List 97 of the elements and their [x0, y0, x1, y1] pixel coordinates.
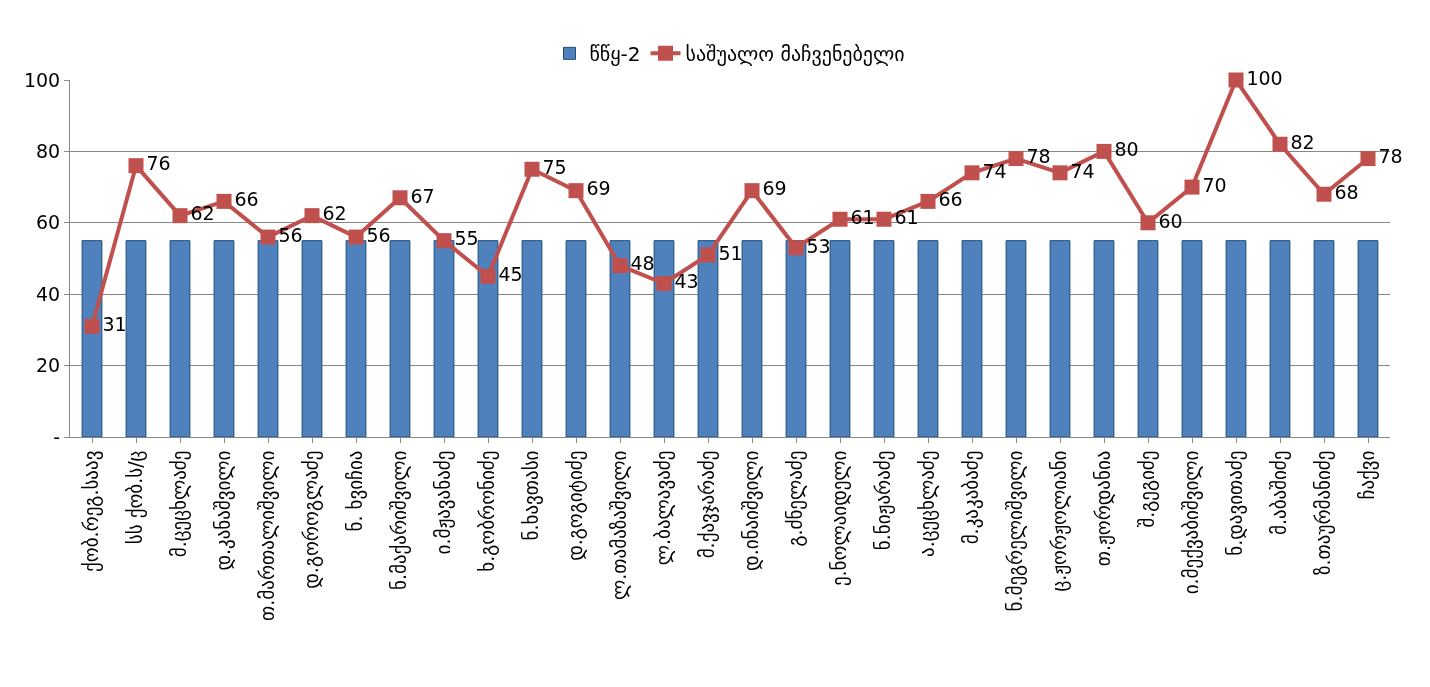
data-label: 78 — [1026, 145, 1051, 168]
point — [128, 158, 144, 174]
point — [744, 183, 760, 199]
y-tick-label: - — [53, 425, 61, 448]
point — [1316, 186, 1332, 202]
y-tick-label: 80 — [36, 140, 61, 163]
point — [260, 229, 276, 245]
point — [1360, 151, 1376, 167]
point — [1052, 165, 1068, 181]
x-tick-label: ნ.ნიჟარაძე — [872, 450, 896, 551]
x-tick-label: დ.ინაიშვილი — [740, 450, 764, 571]
x-tick-label: ლ.ბალავაძე — [652, 450, 676, 566]
point — [788, 240, 804, 256]
x-tick-label: სს ქობ.ს/ც — [124, 450, 148, 545]
x-tick-label: ნ.ხავთასი — [520, 450, 544, 541]
point — [1096, 143, 1112, 159]
x-tick-label: დ.გოგიტიძე — [564, 450, 588, 561]
x-tick-label: ზ.თაურმანიძე — [1312, 450, 1336, 575]
point — [216, 193, 232, 209]
point — [392, 190, 408, 206]
point — [1140, 215, 1156, 231]
x-tick-label: მ.ცეცხლაძე — [168, 450, 192, 558]
data-label: 43 — [674, 270, 699, 293]
y-tick-label: 60 — [36, 211, 61, 234]
x-tick-label: ლ.თამაზაშვილი — [608, 450, 632, 600]
point — [172, 208, 188, 224]
point — [436, 233, 452, 249]
x-tick-label: ნ.მეგრელიშვილი — [1004, 450, 1028, 612]
point — [1272, 136, 1288, 152]
point — [348, 229, 364, 245]
point — [832, 211, 848, 227]
data-label: 69 — [762, 177, 787, 200]
x-tick-label: მ.აბაშიძე — [1268, 450, 1292, 535]
x-tick-label: თ.მართალიშვილი — [256, 450, 280, 621]
data-label: 56 — [278, 223, 303, 246]
data-label: 76 — [146, 152, 171, 175]
data-label: 82 — [1290, 131, 1315, 154]
data-label: 78 — [1378, 145, 1403, 168]
point — [480, 268, 496, 284]
data-label: 45 — [498, 263, 523, 286]
x-tick-label: ი.მჟავანაძე — [432, 450, 456, 555]
point — [1184, 179, 1200, 195]
data-label: 67 — [410, 184, 435, 207]
x-tick-label: ე.ნოლაიდელი — [828, 450, 852, 587]
x-tick-label: მ.კაკაბაძე — [960, 450, 984, 545]
x-tick-label: თ.ჟორდანია — [1092, 450, 1116, 567]
point — [568, 183, 584, 199]
data-label: 51 — [718, 241, 743, 264]
data-label: 66 — [938, 188, 963, 211]
data-label: 75 — [542, 156, 567, 178]
y-tick-label: 100 — [23, 68, 61, 91]
point — [84, 318, 100, 334]
x-tick-label: ნ.დავითაძე — [1224, 450, 1248, 556]
x-tick-label: შ.გეგიძე — [1136, 450, 1160, 528]
point — [524, 161, 540, 177]
x-tick-label: დ.კანაშვილი — [212, 450, 236, 571]
data-label: 48 — [630, 252, 655, 275]
y-tick-label: 20 — [36, 354, 61, 377]
legend-label: წწყ-2 — [589, 42, 641, 67]
data-label: 66 — [234, 188, 259, 211]
data-label: 69 — [586, 177, 611, 200]
point — [700, 247, 716, 263]
point — [876, 211, 892, 227]
point — [920, 193, 936, 209]
data-label: 55 — [454, 227, 479, 250]
x-tick-label: გ.ძნელაძე — [784, 450, 808, 547]
data-label: 56 — [366, 223, 391, 246]
data-label: 100 — [1246, 66, 1283, 89]
x-tick-label: ნ. ხვიჩია — [344, 450, 368, 532]
x-tick-label: ი.მექვაბიშვილი — [1180, 450, 1204, 595]
data-label: 68 — [1334, 180, 1359, 203]
data-label: 74 — [1070, 159, 1095, 182]
data-label: 53 — [806, 234, 831, 257]
data-label: 31 — [102, 313, 127, 336]
point — [1228, 72, 1244, 88]
x-tick-label: ნ.მაქარიშვილი — [388, 450, 412, 590]
point — [964, 165, 980, 181]
x-tick-label: ჩაქვი — [1356, 450, 1380, 500]
data-label: 61 — [894, 205, 919, 228]
point — [656, 275, 672, 291]
data-label: 60 — [1158, 209, 1183, 232]
point — [612, 258, 628, 274]
x-tick-label: ა.ცეცხლაძე — [916, 450, 940, 558]
legend-label: საშუალო მაჩვენებელი — [685, 42, 905, 67]
data-label: 61 — [850, 205, 875, 228]
x-tick-label: ხ.გობრონიძე — [476, 450, 500, 572]
x-tick-label: დ.გოროგლაძე — [300, 450, 324, 589]
y-tick-label: 40 — [36, 282, 61, 305]
data-label: 62 — [322, 202, 347, 225]
data-label: 80 — [1114, 138, 1139, 161]
data-label: 74 — [982, 159, 1007, 182]
data-label: 70 — [1202, 173, 1227, 196]
x-tick-label: ც.ჟორჟოლიანი — [1048, 450, 1072, 592]
x-tick-label: მ.ქავჯარაძე — [696, 450, 720, 559]
point — [304, 208, 320, 224]
point — [1008, 151, 1024, 167]
x-tick-label: ქობ.რეგ.საავ — [80, 450, 104, 572]
